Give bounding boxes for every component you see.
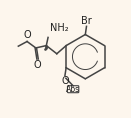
FancyBboxPatch shape: [67, 86, 79, 93]
Text: O: O: [34, 60, 41, 70]
Text: NH₂: NH₂: [50, 23, 69, 33]
Text: Br: Br: [81, 16, 92, 26]
Text: O: O: [61, 76, 69, 86]
Text: Abs: Abs: [66, 85, 80, 94]
Text: O: O: [23, 30, 31, 40]
